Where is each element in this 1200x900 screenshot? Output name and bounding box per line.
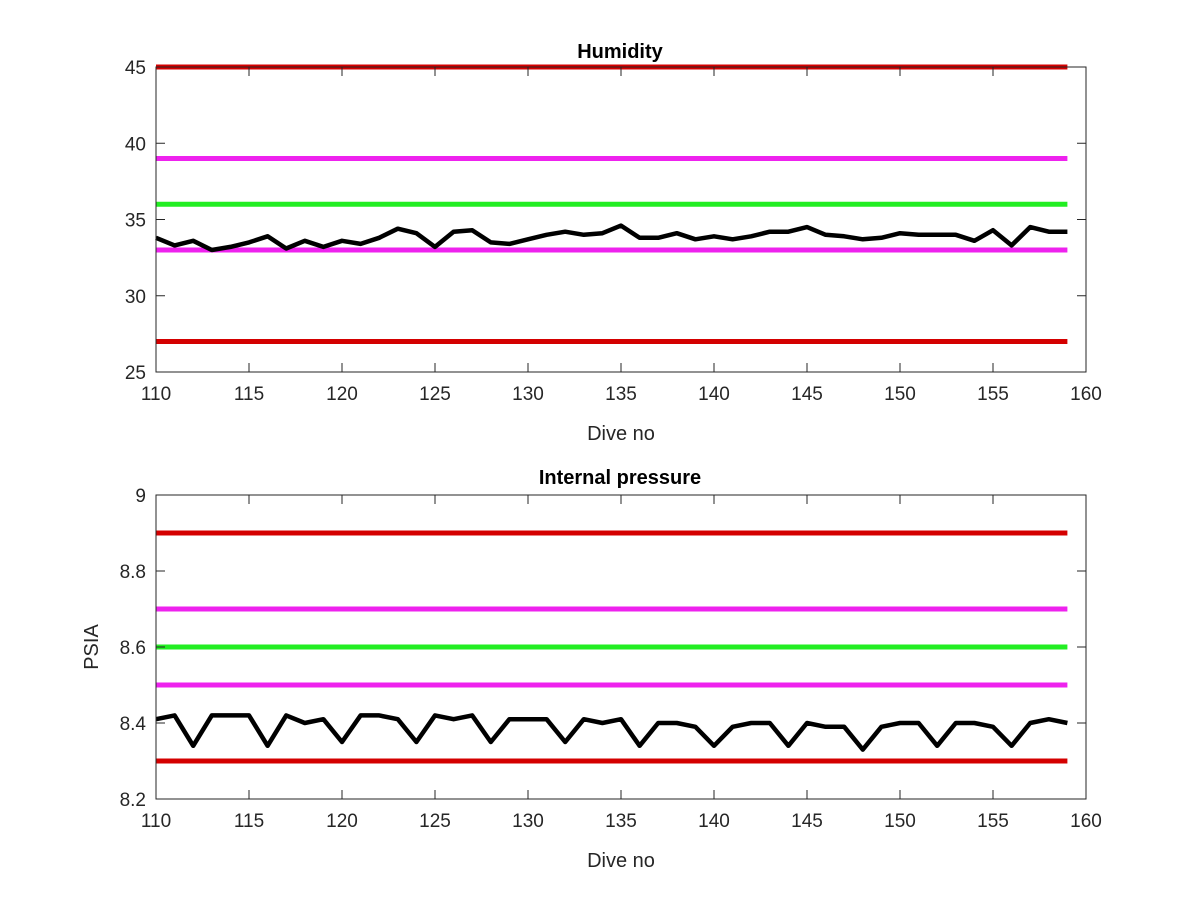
pressure-series-line-0: [155, 713, 1068, 752]
humidity-x-tick-label-8: 150: [884, 384, 916, 405]
humidity-x-tick-label-6: 140: [698, 384, 730, 405]
pressure-y-tick-label-3: 8.8: [120, 562, 146, 583]
pressure-y-tick-label-2: 8.6: [120, 638, 146, 659]
pressure-x-tick-label-2: 120: [326, 811, 358, 832]
pressure-x-tick-label-10: 160: [1070, 811, 1102, 832]
humidity-x-tick-label-2: 120: [326, 384, 358, 405]
humidity-y-tick-label-1: 30: [125, 287, 146, 308]
humidity-x-tick-label-0: 110: [141, 384, 171, 405]
pressure-x-axis-label: Dive no: [587, 850, 655, 872]
pressure-y-tick-label-4: 9: [135, 486, 146, 507]
humidity-x-tick-label-4: 130: [512, 384, 544, 405]
humidity-x-tick-label-3: 125: [419, 384, 451, 405]
pressure-y-tick-label-0: 8.2: [120, 790, 146, 811]
humidity-series-line-0: [155, 223, 1068, 253]
humidity-title: Humidity: [577, 41, 663, 63]
pressure-x-tick-label-4: 130: [512, 811, 544, 832]
humidity-y-tick-label-3: 40: [125, 134, 146, 155]
humidity-x-tick-label-9: 155: [977, 384, 1009, 405]
humidity-x-tick-label-1: 115: [234, 384, 264, 405]
pressure-x-tick-label-3: 125: [419, 811, 451, 832]
humidity-y-tick-label-0: 25: [125, 363, 146, 384]
pressure-x-tick-label-1: 115: [234, 811, 264, 832]
humidity-x-tick-label-10: 160: [1070, 384, 1102, 405]
pressure-title: Internal pressure: [539, 467, 701, 489]
pressure-x-tick-label-0: 110: [141, 811, 171, 832]
pressure-ticks: 110 115 120 125 130 135 140 145 150 155 160 8.2 8.4 8…: [120, 486, 1102, 832]
humidity-subplot: Humidity 110 115 120 125 130 135 140 145 150 155 1…: [125, 41, 1102, 445]
humidity-x-tick-label-5: 135: [605, 384, 637, 405]
humidity-x-tick-label-7: 145: [791, 384, 823, 405]
pressure-x-tick-label-5: 135: [605, 811, 637, 832]
pressure-x-tick-label-6: 140: [698, 811, 730, 832]
humidity-ticks: 110 115 120 125 130 135 140 145 150 155 160 25 30 35 4…: [125, 58, 1102, 405]
pressure-x-tick-label-7: 145: [791, 811, 823, 832]
humidity-y-tick-label-2: 35: [125, 211, 146, 232]
humidity-y-tick-label-4: 45: [125, 58, 146, 79]
pressure-y-tick-label-1: 8.4: [120, 714, 147, 735]
pressure-x-tick-label-8: 150: [884, 811, 916, 832]
humidity-x-axis-label: Dive no: [587, 423, 655, 445]
pressure-subplot: Internal pressure 110 115 120 125 130 135 140 1…: [81, 467, 1102, 872]
pressure-x-tick-label-9: 155: [977, 811, 1009, 832]
pressure-y-axis-label: PSIA: [81, 624, 103, 670]
pressure-plot-area: [155, 530, 1068, 764]
